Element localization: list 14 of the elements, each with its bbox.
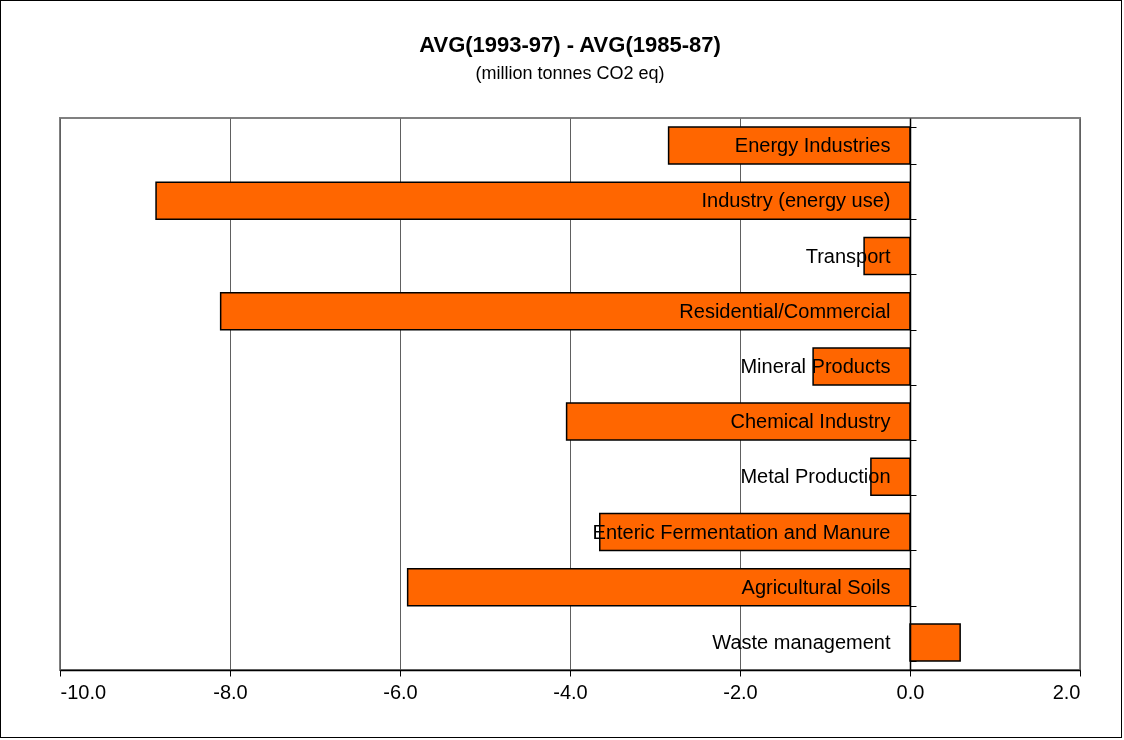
y-tick-label: Residential/Commercial [679,299,891,322]
y-tick-label: Chemical Industry [730,410,891,433]
x-tick-label: -6.0 [383,680,418,703]
x-tick-label: -10.0 [60,680,107,703]
y-tick-label: Energy Industries [734,134,891,157]
x-tick-label: 2.0 [1052,680,1081,703]
x-tick-label: -4.0 [553,680,588,703]
x-tick-label: -8.0 [213,680,248,703]
chart-subtitle: (million tonnes CO2 eq) [475,63,665,83]
chart-title: AVG(1993-97) - AVG(1985-87) [419,32,721,57]
y-tick-label: Industry (energy use) [701,189,891,212]
y-tick-label: Agricultural Soils [741,575,891,598]
x-tick-label: 0.0 [896,680,925,703]
x-tick-label: -2.0 [723,680,758,703]
